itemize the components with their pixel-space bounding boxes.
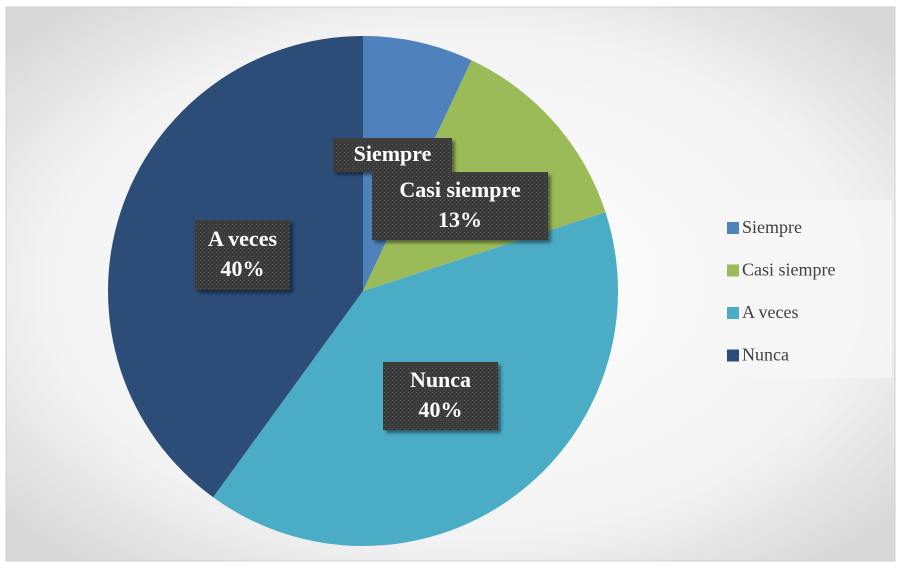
legend-box bbox=[718, 200, 892, 378]
legend-swatch bbox=[727, 222, 739, 234]
data-label-value: 40% bbox=[221, 256, 265, 281]
legend-swatch bbox=[727, 349, 739, 362]
data-label-box bbox=[372, 172, 548, 240]
data-label-value: 40% bbox=[419, 397, 463, 422]
data-label-box bbox=[195, 220, 290, 290]
data-label-box bbox=[333, 138, 452, 172]
legend-label: Casi siempre bbox=[742, 260, 835, 280]
data-label-category: A veces bbox=[208, 226, 277, 251]
data-label-box bbox=[383, 362, 498, 430]
legend-swatch bbox=[727, 307, 739, 319]
data-label-category: Siempre bbox=[354, 141, 432, 166]
data-label-category: Nunca bbox=[410, 367, 471, 392]
legend-swatch bbox=[727, 264, 739, 277]
legend-label: Siempre bbox=[742, 217, 802, 237]
legend-label: Nunca bbox=[742, 345, 789, 365]
legend-label: A veces bbox=[742, 302, 798, 322]
data-label-category: Casi siempre bbox=[399, 177, 520, 202]
data-label-value: 13% bbox=[438, 207, 482, 232]
